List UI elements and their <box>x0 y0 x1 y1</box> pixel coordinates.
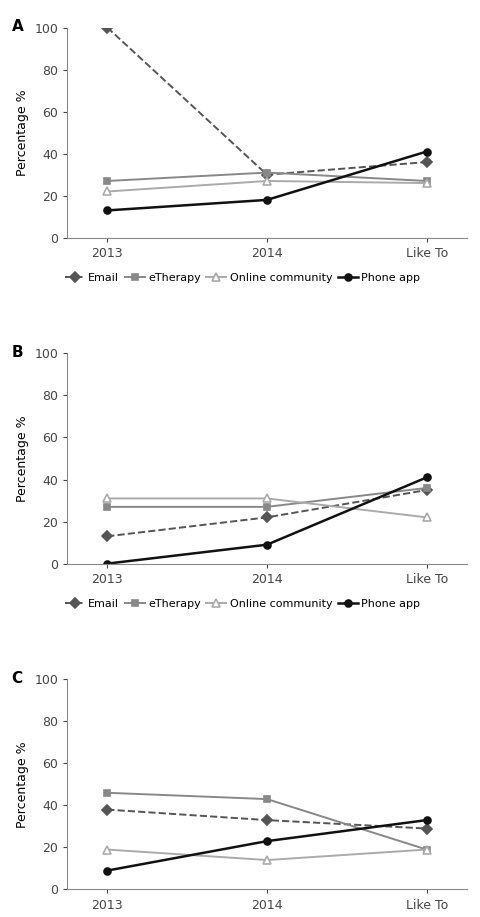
Y-axis label: Percentage %: Percentage % <box>16 415 29 502</box>
Legend: Email, eTherapy, Online community, Phone app: Email, eTherapy, Online community, Phone… <box>65 599 420 609</box>
Y-axis label: Percentage %: Percentage % <box>16 89 29 176</box>
Text: B: B <box>12 345 23 360</box>
Text: C: C <box>12 671 23 686</box>
Legend: Email, eTherapy, Online community, Phone app: Email, eTherapy, Online community, Phone… <box>65 272 420 282</box>
Text: A: A <box>12 19 23 34</box>
Y-axis label: Percentage %: Percentage % <box>16 741 29 828</box>
